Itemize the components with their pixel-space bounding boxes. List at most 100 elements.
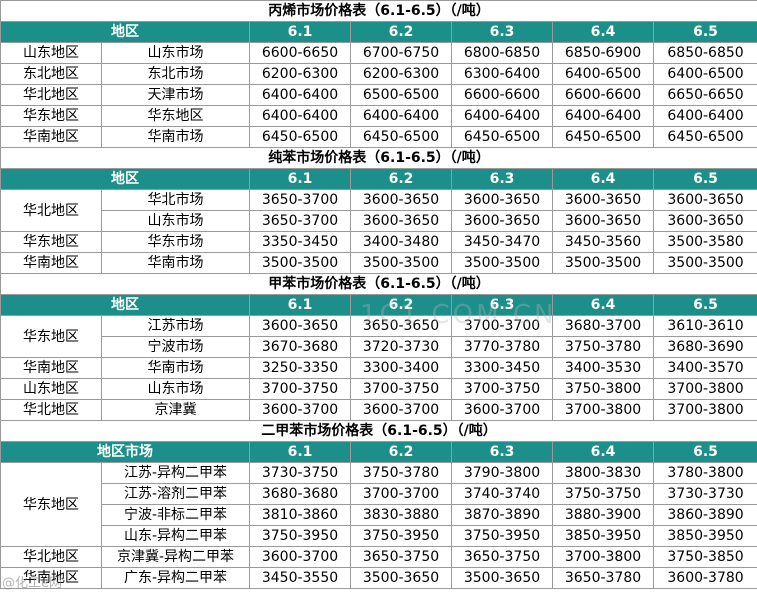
region-cell: 华南地区 bbox=[0, 126, 102, 148]
header-date: 6.5 bbox=[652, 294, 757, 316]
price-cell: 6200-6300 bbox=[249, 63, 351, 85]
price-cell: 3670-3680 bbox=[249, 336, 351, 358]
market-cell: 东北市场 bbox=[101, 63, 250, 85]
market-cell: 宁波市场 bbox=[101, 336, 250, 358]
price-cell: 3500-3500 bbox=[350, 252, 452, 274]
header-date: 6.5 bbox=[652, 168, 757, 190]
market-cell: 华南市场 bbox=[101, 126, 250, 148]
header-date: 6.1 bbox=[249, 21, 351, 43]
table-row: 华南地区 华南市场 6450-6500 6450-6500 6450-6500 … bbox=[0, 126, 757, 148]
price-cell: 3450-3470 bbox=[451, 231, 553, 253]
price-cell: 3790-3800 bbox=[451, 462, 553, 484]
price-cell: 3650-3700 bbox=[249, 189, 351, 211]
region-cell: 华北地区 bbox=[0, 546, 102, 568]
price-cell: 3780-3800 bbox=[652, 462, 757, 484]
xylene-header-row: 地区市场 6.1 6.2 6.3 6.4 6.5 bbox=[0, 441, 757, 463]
price-cell: 3400-3480 bbox=[350, 231, 452, 253]
price-cell: 3250-3350 bbox=[249, 357, 351, 379]
table-row: 江苏-溶剂二甲苯 3680-3680 3700-3700 3740-3740 3… bbox=[1, 483, 757, 505]
market-cell: 山东-异构二甲苯 bbox=[101, 525, 250, 547]
price-cell: 3500-3500 bbox=[552, 252, 654, 274]
price-cell: 3700-3700 bbox=[350, 483, 452, 505]
price-cell: 3400-3570 bbox=[652, 357, 757, 379]
price-cell: 3730-3750 bbox=[249, 462, 351, 484]
price-cell: 6200-6300 bbox=[350, 63, 452, 85]
price-cell: 3750-3850 bbox=[652, 546, 757, 568]
table-row: 宁波市场 3670-3680 3720-3730 3770-3780 3750-… bbox=[1, 336, 757, 358]
price-cell: 6450-6500 bbox=[652, 126, 757, 148]
price-cell: 3750-3950 bbox=[350, 525, 452, 547]
price-cell: 6600-6600 bbox=[451, 84, 553, 106]
region-cell: 东北地区 bbox=[0, 63, 102, 85]
header-date: 6.3 bbox=[451, 21, 553, 43]
xylene-table-title: 二甲苯市场价格表（6.1-6.5）（/吨） bbox=[0, 420, 757, 442]
market-cell: 华东市场 bbox=[101, 231, 250, 253]
price-cell: 3600-3650 bbox=[350, 210, 452, 232]
header-region: 地区 bbox=[0, 21, 250, 43]
market-cell: 宁波-非标二甲苯 bbox=[101, 504, 250, 526]
header-date: 6.1 bbox=[249, 441, 351, 463]
price-cell: 6400-6400 bbox=[249, 84, 351, 106]
price-cell: 3600-3650 bbox=[552, 210, 654, 232]
region-cell: 华南地区 bbox=[0, 567, 102, 589]
region-cell: 华北地区 bbox=[0, 84, 102, 106]
price-cell: 6400-6500 bbox=[552, 63, 654, 85]
header-region: 地区 bbox=[0, 168, 250, 190]
market-cell: 江苏市场 bbox=[101, 315, 250, 337]
market-cell: 京津冀-异构二甲苯 bbox=[101, 546, 250, 568]
table-row: 华东地区 江苏-异构二甲苯 3730-3750 3750-3780 3790-3… bbox=[0, 462, 757, 547]
price-cell: 3450-3560 bbox=[552, 231, 654, 253]
price-cell: 3600-3650 bbox=[451, 189, 553, 211]
table-row: 华南地区 华南市场 3250-3350 3300-3400 3300-3450 … bbox=[0, 357, 757, 379]
price-cell: 3860-3890 bbox=[652, 504, 757, 526]
price-cell: 6700-6750 bbox=[350, 42, 452, 64]
region-cell: 华东地区 bbox=[0, 462, 102, 547]
price-cell: 3700-3800 bbox=[652, 399, 757, 421]
header-date: 6.4 bbox=[552, 21, 654, 43]
price-cell: 3800-3830 bbox=[552, 462, 654, 484]
price-cell: 6450-6500 bbox=[249, 126, 351, 148]
price-cell: 3700-3700 bbox=[451, 315, 553, 337]
region-cell: 华南地区 bbox=[0, 357, 102, 379]
price-cell: 6600-6600 bbox=[552, 84, 654, 106]
propylene-header-row: 地区 6.1 6.2 6.3 6.4 6.5 bbox=[0, 21, 757, 43]
header-date: 6.2 bbox=[350, 294, 452, 316]
price-cell: 3680-3680 bbox=[249, 483, 351, 505]
price-cell: 3730-3730 bbox=[652, 483, 757, 505]
price-cell: 3600-3780 bbox=[652, 567, 757, 589]
header-region: 地区市场 bbox=[0, 441, 250, 463]
price-cell: 3750-3950 bbox=[249, 525, 351, 547]
price-cell: 3600-3650 bbox=[249, 315, 351, 337]
header-date: 6.4 bbox=[552, 294, 654, 316]
table-row: 山东地区 山东市场 6600-6650 6700-6750 6800-6850 … bbox=[0, 42, 757, 64]
xylene-title-row: 二甲苯市场价格表（6.1-6.5）（/吨） bbox=[0, 420, 757, 442]
price-cell: 3600-3700 bbox=[451, 399, 553, 421]
price-cell: 3600-3700 bbox=[350, 399, 452, 421]
price-cell: 3500-3500 bbox=[249, 252, 351, 274]
price-cell: 3500-3500 bbox=[652, 252, 757, 274]
price-cell: 3700-3800 bbox=[652, 378, 757, 400]
price-cell: 3650-3700 bbox=[249, 210, 351, 232]
price-cell: 3650-3650 bbox=[350, 315, 452, 337]
price-cell: 3750-3750 bbox=[552, 483, 654, 505]
region-cell: 华北地区 bbox=[0, 399, 102, 421]
price-cell: 3500-3500 bbox=[451, 252, 553, 274]
price-cell: 3400-3530 bbox=[552, 357, 654, 379]
market-cell: 华南市场 bbox=[101, 252, 250, 274]
toluene-table-title: 甲苯市场价格表（6.1-6.5）（/吨） bbox=[0, 273, 757, 295]
region-cell: 山东地区 bbox=[0, 378, 102, 400]
price-cell: 3650-3750 bbox=[451, 546, 553, 568]
market-cell: 广东-异构二甲苯 bbox=[101, 567, 250, 589]
propylene-table-title: 丙烯市场价格表（6.1-6.5）（/吨） bbox=[0, 0, 757, 22]
table-row: 山东地区 山东市场 3700-3750 3700-3750 3700-3750 … bbox=[0, 378, 757, 400]
price-cell: 3750-3950 bbox=[451, 525, 553, 547]
price-cell: 3680-3690 bbox=[652, 336, 757, 358]
market-cell: 江苏-溶剂二甲苯 bbox=[101, 483, 250, 505]
price-cell: 3700-3750 bbox=[350, 378, 452, 400]
market-cell: 江苏-异构二甲苯 bbox=[101, 462, 250, 484]
price-cell: 3810-3860 bbox=[249, 504, 351, 526]
price-cell: 3850-3950 bbox=[552, 525, 654, 547]
price-cell: 3650-3780 bbox=[552, 567, 654, 589]
price-cell: 6400-6400 bbox=[249, 105, 351, 127]
